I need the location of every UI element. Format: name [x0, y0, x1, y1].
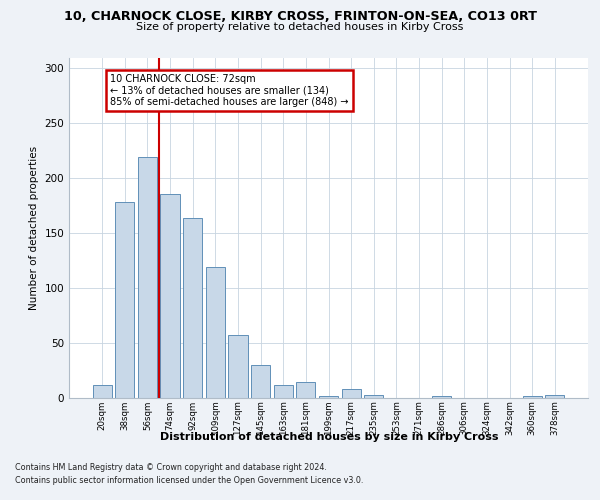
Text: 10 CHARNOCK CLOSE: 72sqm
← 13% of detached houses are smaller (134)
85% of semi-: 10 CHARNOCK CLOSE: 72sqm ← 13% of detach… [110, 74, 349, 107]
Bar [206, 267, 225, 398]
Bar [229, 335, 248, 398]
Bar [115, 202, 134, 398]
Text: Distribution of detached houses by size in Kirby Cross: Distribution of detached houses by size … [160, 432, 498, 442]
Bar [341, 388, 361, 398]
Bar [92, 386, 112, 398]
Y-axis label: Number of detached properties: Number of detached properties [29, 146, 39, 310]
Bar [183, 218, 202, 398]
Bar [319, 396, 338, 398]
Bar [545, 396, 565, 398]
Text: 10, CHARNOCK CLOSE, KIRBY CROSS, FRINTON-ON-SEA, CO13 0RT: 10, CHARNOCK CLOSE, KIRBY CROSS, FRINTON… [64, 10, 536, 23]
Bar [251, 364, 270, 398]
Bar [364, 396, 383, 398]
Text: Contains public sector information licensed under the Open Government Licence v3: Contains public sector information licen… [15, 476, 364, 485]
Bar [274, 386, 293, 398]
Bar [432, 396, 451, 398]
Bar [160, 194, 180, 398]
Text: Size of property relative to detached houses in Kirby Cross: Size of property relative to detached ho… [136, 22, 464, 32]
Bar [523, 396, 542, 398]
Bar [138, 158, 157, 398]
Text: Contains HM Land Registry data © Crown copyright and database right 2024.: Contains HM Land Registry data © Crown c… [15, 462, 327, 471]
Bar [296, 382, 316, 398]
